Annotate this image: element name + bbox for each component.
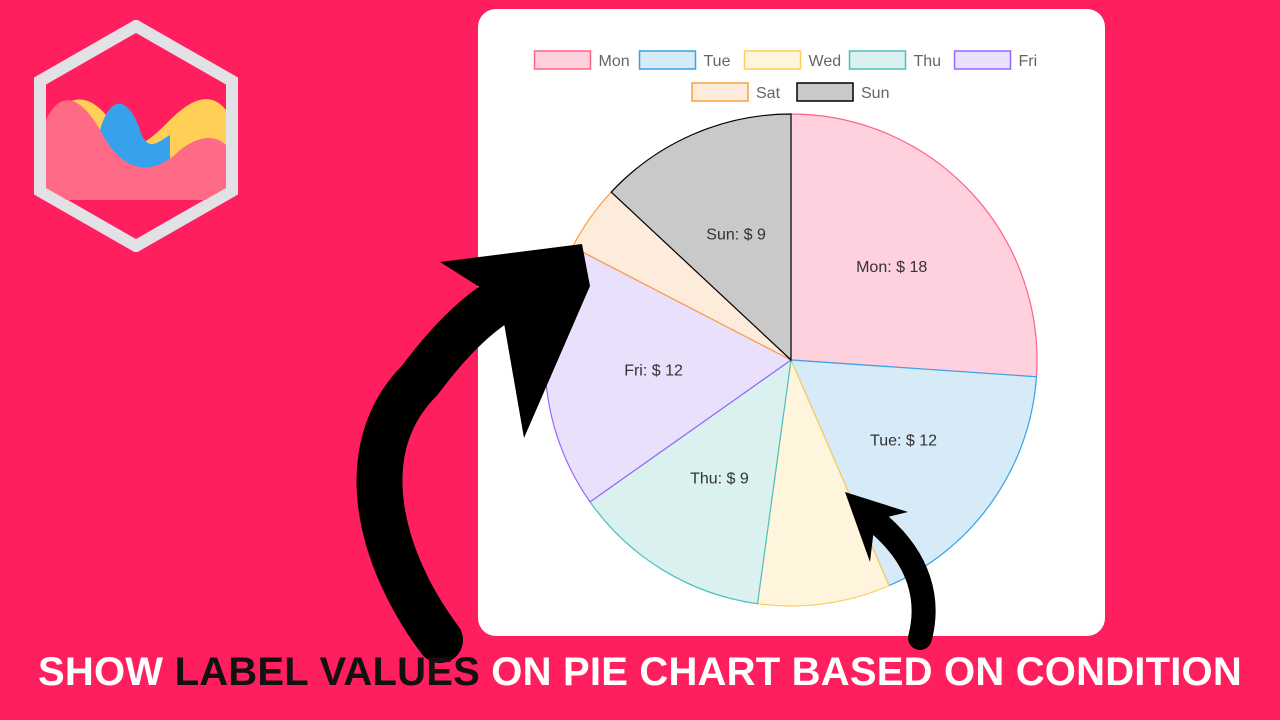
legend-swatch-sun[interactable] (796, 82, 854, 102)
legend-label-fri[interactable]: Fri (1019, 53, 1038, 70)
legend-swatch-mon[interactable] (533, 50, 592, 70)
legend-label-thu[interactable]: Thu (914, 53, 942, 70)
legend-label-sun[interactable]: Sun (861, 85, 889, 102)
legend-label-sat[interactable]: Sat (756, 85, 781, 102)
pie-slice-thu[interactable] (589, 358, 792, 605)
slice-value-label-fri: Fri: $ 12 (624, 362, 683, 379)
legend-swatch-tue[interactable] (638, 50, 697, 70)
chart-card: Mon Tue Wed Thu Fri Sat Sun Mon: $ 18 Tue: $ 12 T… (478, 9, 1105, 636)
legend-label-mon[interactable]: Mon (599, 53, 630, 70)
legend-swatch-wed[interactable] (743, 50, 802, 70)
legend-swatch-fri[interactable] (953, 50, 1012, 70)
legend-label-wed[interactable]: Wed (809, 53, 842, 70)
caption-part-2: ON PIE CHART BASED ON CONDITION (479, 650, 1242, 694)
pie-slice-mon[interactable] (790, 113, 1038, 378)
slice-value-label-thu: Thu: $ 9 (690, 471, 749, 488)
legend-label-tue[interactable]: Tue (704, 53, 731, 70)
slice-value-label-sun: Sun: $ 9 (706, 227, 766, 244)
slice-value-label-tue: Tue: $ 12 (870, 432, 937, 449)
caption-part-1: SHOW (38, 650, 175, 694)
video-title-caption: SHOW LABEL VALUES ON PIE CHART BASED ON … (0, 650, 1280, 695)
pie-chart: Mon Tue Wed Thu Fri Sat Sun Mon: $ 18 Tue: $ 12 T… (533, 50, 1038, 607)
pie-slice-sun[interactable] (610, 113, 792, 362)
legend-swatch-thu[interactable] (848, 50, 907, 70)
legend-swatch-sat[interactable] (691, 82, 749, 102)
caption-highlight: LABEL VALUES (174, 650, 480, 694)
slice-value-label-mon: Mon: $ 18 (856, 259, 927, 276)
chartjs-logo-icon (34, 20, 238, 252)
